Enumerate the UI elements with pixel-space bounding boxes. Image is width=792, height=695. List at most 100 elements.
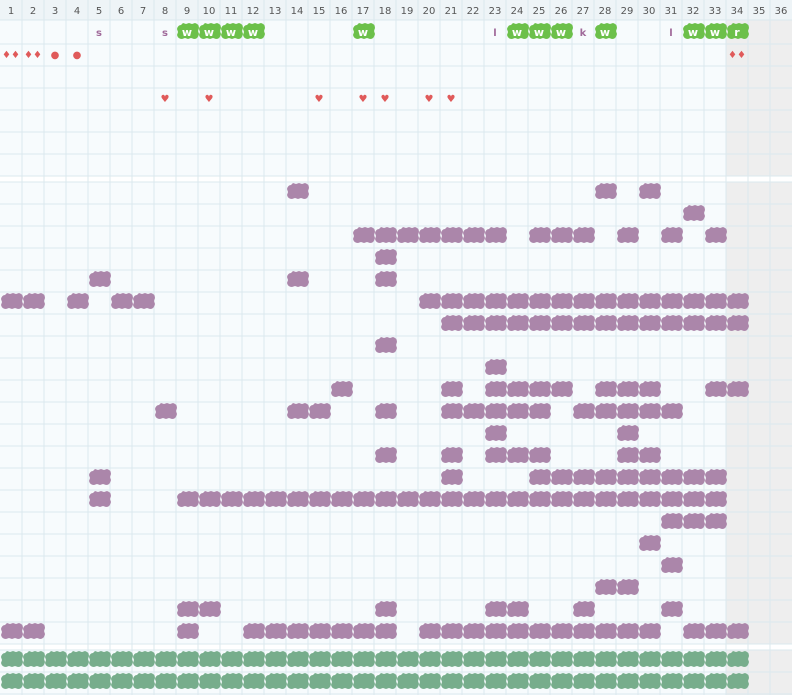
- cell-blob: [287, 403, 309, 419]
- cell-blob: [683, 315, 705, 331]
- cell-blob: [705, 623, 727, 639]
- cell-blob: [727, 315, 749, 331]
- badge: [529, 23, 551, 39]
- cell-blob: [485, 623, 507, 639]
- cell-blob: [441, 315, 463, 331]
- cell-blob: [199, 491, 221, 507]
- cell-blob: [727, 293, 749, 309]
- cell-blob: [375, 623, 397, 639]
- column-number: 30: [643, 6, 656, 17]
- cell-blob: [375, 271, 397, 287]
- cell-blob: [617, 425, 639, 441]
- column-number: 34: [731, 6, 744, 17]
- cell-blob: [441, 227, 463, 243]
- cell-blob: [661, 601, 683, 617]
- cell-blob: [573, 403, 595, 419]
- cell-blob: [727, 381, 749, 397]
- column-number: 5: [96, 6, 102, 17]
- cell-blob: [23, 623, 45, 639]
- cell-blob: [243, 491, 265, 507]
- column-number: 25: [533, 6, 546, 17]
- cell-blob: [419, 673, 441, 689]
- cell-blob: [705, 469, 727, 485]
- badge-letter: w: [600, 26, 610, 39]
- cell-blob: [573, 315, 595, 331]
- cell-blob: [287, 673, 309, 689]
- cell-blob: [529, 623, 551, 639]
- cell-blob: [133, 293, 155, 309]
- cell-blob: [705, 227, 727, 243]
- cell-blob: [265, 623, 287, 639]
- cell-blob: [463, 227, 485, 243]
- cell-blob: [463, 491, 485, 507]
- marker: ●: [73, 50, 82, 61]
- cell-blob: [507, 491, 529, 507]
- cell-blob: [595, 381, 617, 397]
- cell-blob: [661, 293, 683, 309]
- cell-blob: [595, 403, 617, 419]
- cell-blob: [353, 623, 375, 639]
- badge-letter: w: [534, 26, 544, 39]
- column-number: 31: [665, 6, 678, 17]
- cell-blob: [155, 673, 177, 689]
- cell-blob: [661, 227, 683, 243]
- cell-blob: [287, 271, 309, 287]
- cell-blob: [419, 623, 441, 639]
- cell-blob: [243, 673, 265, 689]
- cell-blob: [639, 491, 661, 507]
- cell-blob: [551, 623, 573, 639]
- cell-blob: [551, 293, 573, 309]
- badge-letter: r: [734, 26, 740, 39]
- cell-blob: [529, 447, 551, 463]
- cell-blob: [243, 623, 265, 639]
- badge: [683, 23, 705, 39]
- cell-blob: [529, 651, 551, 667]
- cell-blob: [419, 227, 441, 243]
- cell-blob: [661, 513, 683, 529]
- cell-blob: [133, 673, 155, 689]
- cell-blob: [221, 491, 243, 507]
- cell-blob: [23, 673, 45, 689]
- badge: [595, 23, 617, 39]
- cell-blob: [551, 315, 573, 331]
- cell-blob: [441, 447, 463, 463]
- cell-blob: [485, 315, 507, 331]
- cell-blob: [595, 579, 617, 595]
- cell-blob: [573, 469, 595, 485]
- column-number: 19: [401, 6, 414, 17]
- cell-blob: [573, 293, 595, 309]
- cell-blob: [573, 491, 595, 507]
- cell-blob: [67, 673, 89, 689]
- cell-blob: [705, 673, 727, 689]
- cell-blob: [683, 491, 705, 507]
- cell-blob: [683, 469, 705, 485]
- marker: ♦♦: [2, 50, 20, 61]
- cell-blob: [287, 183, 309, 199]
- column-number: 27: [577, 6, 590, 17]
- cell-blob: [529, 469, 551, 485]
- cell-blob: [441, 651, 463, 667]
- cell-blob: [265, 673, 287, 689]
- cell-blob: [45, 673, 67, 689]
- cell-blob: [639, 183, 661, 199]
- cell-blob: [463, 403, 485, 419]
- cell-blob: [639, 293, 661, 309]
- cell-blob: [375, 227, 397, 243]
- cell-blob: [89, 491, 111, 507]
- cell-blob: [661, 651, 683, 667]
- badge-letter: w: [248, 26, 258, 39]
- cell-blob: [617, 651, 639, 667]
- cell-blob: [485, 425, 507, 441]
- cell-blob: [1, 623, 23, 639]
- badge-letter: w: [358, 26, 368, 39]
- cell-blob: [23, 651, 45, 667]
- marker: ♥: [161, 94, 170, 105]
- cell-blob: [441, 381, 463, 397]
- cell-blob: [617, 293, 639, 309]
- cell-blob: [551, 227, 573, 243]
- cell-blob: [441, 293, 463, 309]
- column-number: 26: [555, 6, 568, 17]
- cell-blob: [617, 227, 639, 243]
- cell-blob: [639, 535, 661, 551]
- cell-blob: [111, 651, 133, 667]
